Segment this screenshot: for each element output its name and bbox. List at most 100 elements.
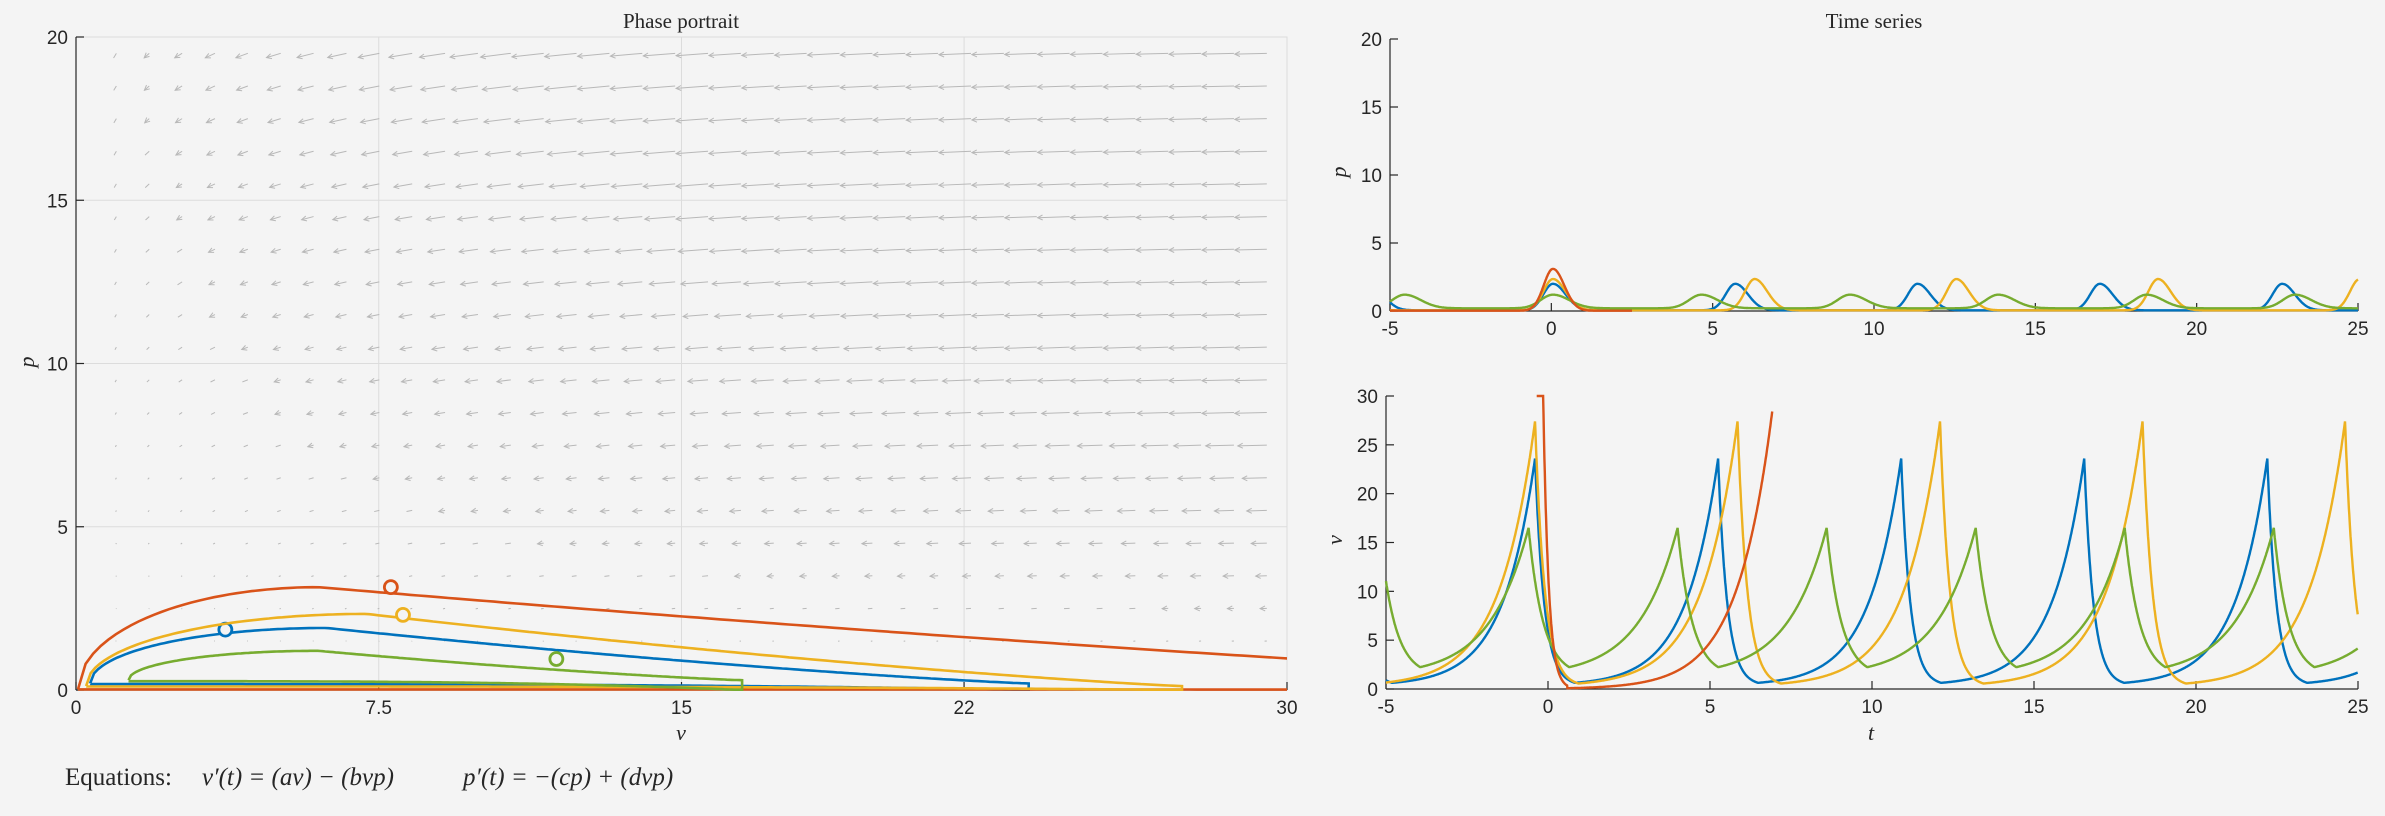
quiver-arrow <box>1234 379 1267 382</box>
quiver-arrowhead <box>518 215 526 222</box>
quiver-arrow <box>371 444 380 448</box>
quiver-arrow <box>312 607 314 610</box>
quiver-arrow <box>1169 314 1202 316</box>
quiver-arrowhead <box>1233 410 1241 417</box>
quiver-arrow <box>1201 216 1234 218</box>
quiver-arrow <box>406 509 413 513</box>
quiver-arrow <box>1004 150 1037 153</box>
quiver-arrowhead <box>502 507 509 514</box>
quiver-arrowhead <box>273 377 280 384</box>
quiver-arrowhead <box>839 280 846 287</box>
quiver-arrowhead <box>1233 51 1241 57</box>
quiver-arrowhead <box>1040 410 1047 417</box>
quiver-arrow <box>246 575 249 577</box>
quiver-arrow <box>146 314 150 318</box>
quiver-arrow <box>741 183 774 187</box>
quiver-arrowhead <box>806 280 813 287</box>
quiver-arrowhead <box>479 53 487 60</box>
quiver-arrowhead <box>1217 540 1225 547</box>
y-tick-label: 10 <box>1357 582 1378 603</box>
y-tick-label: 20 <box>1357 485 1378 506</box>
quiver-arrow <box>676 52 709 57</box>
quiver-arrow <box>1201 379 1234 382</box>
quiver-arrow <box>244 477 249 480</box>
quiver-arrowhead <box>718 378 726 384</box>
quiver-arrowhead <box>557 345 565 352</box>
quiver-arrowhead <box>1059 572 1066 579</box>
quiver-arrow <box>875 346 906 350</box>
quiver-arrow <box>401 379 413 383</box>
quiver-arrow <box>840 216 873 219</box>
quiver-arrow <box>797 542 807 545</box>
quiver-arrow <box>398 314 413 318</box>
quiver-arrowhead <box>648 280 655 287</box>
quiver-arrow <box>1136 281 1169 284</box>
quiver-arrow <box>1177 477 1202 479</box>
v-time-x-label: t <box>1868 720 1875 745</box>
quiver-arrow <box>643 118 676 122</box>
quiver-arrowhead <box>205 150 213 156</box>
quiver-arrowhead <box>563 443 570 449</box>
quiver-arrow <box>1037 314 1070 317</box>
quiver-arrow <box>333 248 347 253</box>
quiver-arrowhead <box>937 51 945 58</box>
quiver-arrow <box>727 477 741 480</box>
phase-orbit-2 <box>84 612 1184 691</box>
y-tick-label: 10 <box>1361 166 1382 187</box>
quiver-arrow <box>630 477 643 480</box>
quiver-arrow <box>299 150 314 156</box>
quiver-arrow <box>617 281 643 285</box>
quiver-arrow <box>938 85 972 88</box>
quiver-arrowhead <box>368 378 376 384</box>
quiver-arrowhead <box>629 475 636 482</box>
quiver-arrow <box>1173 444 1202 447</box>
quiver-arrowhead <box>1069 83 1076 90</box>
quiver-arrow <box>1136 85 1169 88</box>
quiver-arrow <box>243 444 249 448</box>
quiver-arrow <box>365 248 380 253</box>
quiver-arrowhead <box>1069 149 1076 156</box>
quiver-arrow <box>1136 379 1169 382</box>
y-tick-label: 15 <box>1361 98 1382 119</box>
quiver-arrowhead <box>365 280 372 287</box>
quiver-arrow <box>959 542 972 545</box>
quiver-arrow <box>622 346 643 350</box>
quiver-arrow <box>1234 346 1267 349</box>
quiver-arrow <box>952 477 972 480</box>
quiver-arrowhead <box>795 540 803 547</box>
quiver-arrow <box>336 346 347 350</box>
quiver-arrowhead <box>643 215 651 222</box>
quiver-arrow <box>334 281 347 286</box>
quiver-arrow <box>431 346 446 350</box>
quiver-arrow <box>906 150 939 154</box>
quiver-arrowhead <box>451 118 459 125</box>
quiver-arrow <box>578 150 610 155</box>
quiver-arrowhead <box>674 183 682 189</box>
quiver-arrow <box>375 542 380 545</box>
quiver-arrow <box>840 281 873 285</box>
quiver-arrow <box>503 509 511 512</box>
quiver-arrowhead <box>723 443 731 449</box>
quiver-arrow <box>807 281 840 285</box>
quiver-arrowhead <box>357 53 364 60</box>
quiver-arrowhead <box>173 52 181 59</box>
quiver-arrow <box>873 314 906 317</box>
quiver-arrowhead <box>872 280 879 287</box>
quiver-arrowhead <box>1135 181 1142 188</box>
quiver-arrow <box>242 379 249 383</box>
quiver-arrow <box>615 248 643 253</box>
quiver-arrow <box>213 575 216 577</box>
quiver-arrowhead <box>174 150 182 156</box>
quiver-arrow <box>442 607 446 610</box>
quiver-arrowhead <box>358 86 365 92</box>
quiver-arrowhead <box>839 149 846 156</box>
quiver-arrowhead <box>174 117 182 124</box>
quiver-arrowhead <box>520 248 528 255</box>
quiver-arrowhead <box>657 410 664 417</box>
y-tick-label: 20 <box>1361 30 1382 51</box>
phase-x-label: v <box>676 720 686 745</box>
quiver-arrow <box>344 607 347 610</box>
quiver-arrowhead <box>1208 475 1216 482</box>
quiver-arrow <box>474 575 479 577</box>
quiver-arrowhead <box>577 150 584 157</box>
